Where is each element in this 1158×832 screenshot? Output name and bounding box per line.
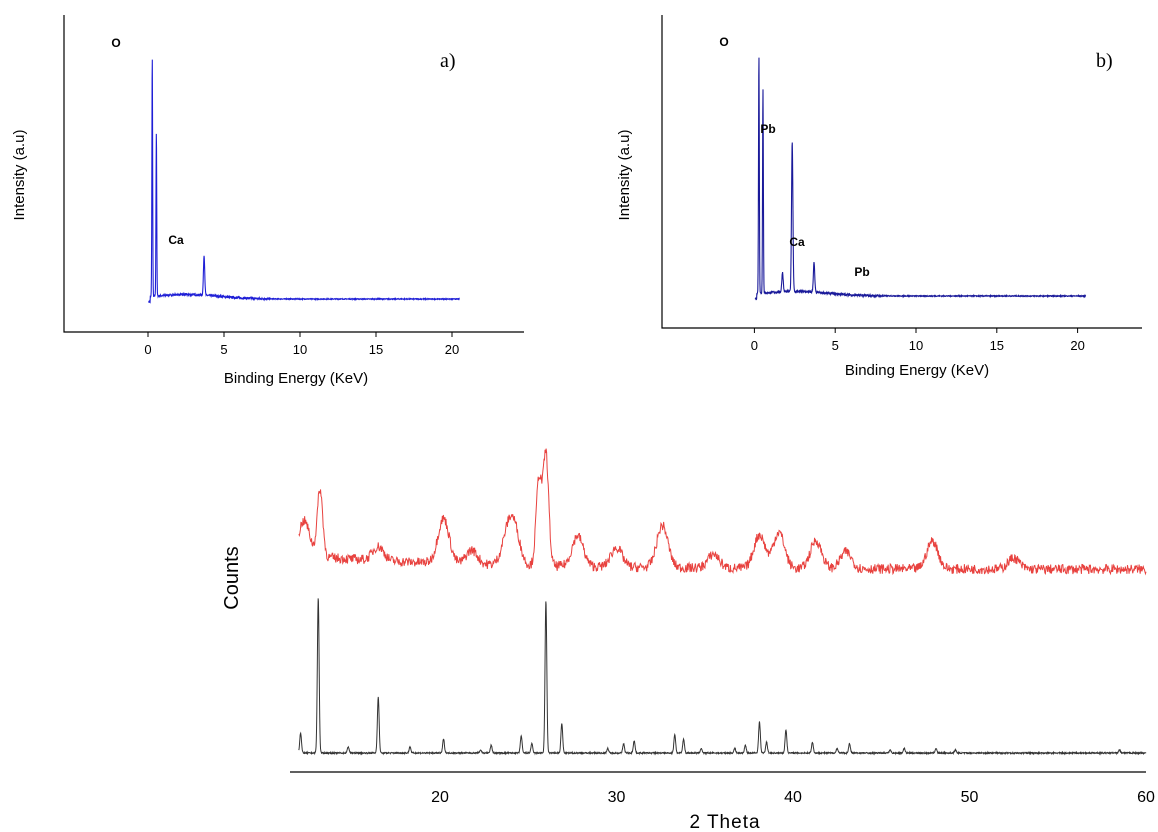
- a-tick-label-10: 10: [293, 342, 307, 357]
- panel-b-axes: [661, 15, 1142, 329]
- panel-a-spectrum-line: [148, 59, 460, 304]
- xrd-xlabel: 2 Theta: [689, 812, 760, 832]
- panel-a-peak-label-ca: Ca: [168, 233, 184, 247]
- a-tick-label-15: 15: [369, 342, 383, 357]
- panel-b-peak-label-o: O: [719, 35, 728, 49]
- panel-a-peak-label-o: O: [111, 36, 120, 50]
- panel-b-xlabel: Binding Energy (KeV): [845, 362, 989, 379]
- b-tick-label-0: 0: [751, 338, 758, 353]
- panel-b-peak-label-pb: Pb: [760, 122, 775, 136]
- xrd-panel: 20 30 40 50 60 2 Theta Counts: [221, 448, 1155, 832]
- b-tick-label-15: 15: [990, 338, 1004, 353]
- xrd-ylabel: Counts: [221, 546, 243, 609]
- panel-b-label: b): [1096, 50, 1113, 72]
- panel-a-axes: [63, 15, 524, 333]
- a-tick-label-20: 20: [445, 342, 459, 357]
- b-tick-label-10: 10: [909, 338, 923, 353]
- panel-b-peak-label-pb-2: Pb: [854, 265, 869, 279]
- a-tick-label-5: 5: [220, 342, 227, 357]
- panel-b-spectrum-line: [754, 57, 1087, 301]
- xrd-tick-label-20: 20: [431, 789, 449, 806]
- b-tick-label-5: 5: [832, 338, 839, 353]
- panel-a-xlabel: Binding Energy (KeV): [224, 370, 368, 387]
- eds-panel-b: 0 5 10 15 20 Binding Energy (KeV) Intensity …: [616, 15, 1142, 379]
- panel-b-ylabel: Intensity (a.u): [616, 130, 633, 221]
- eds-panel-a: 0 5 10 15 20 Binding Energy (KeV) Intensity …: [11, 15, 524, 387]
- b-tick-label-20: 20: [1070, 338, 1084, 353]
- xrd-tick-label-50: 50: [961, 789, 979, 806]
- panel-b-peak-label-ca: Ca: [789, 235, 805, 249]
- xrd-tick-label-60: 60: [1137, 789, 1155, 806]
- xrd-sample-pattern: [298, 448, 1147, 576]
- xrd-reference-pattern: [298, 598, 1147, 756]
- a-tick-label-0: 0: [144, 342, 151, 357]
- panel-a-label: a): [440, 50, 456, 72]
- panel-a-ylabel: Intensity (a.u): [11, 130, 28, 221]
- xrd-tick-label-30: 30: [608, 789, 626, 806]
- xrd-tick-label-40: 40: [784, 789, 802, 806]
